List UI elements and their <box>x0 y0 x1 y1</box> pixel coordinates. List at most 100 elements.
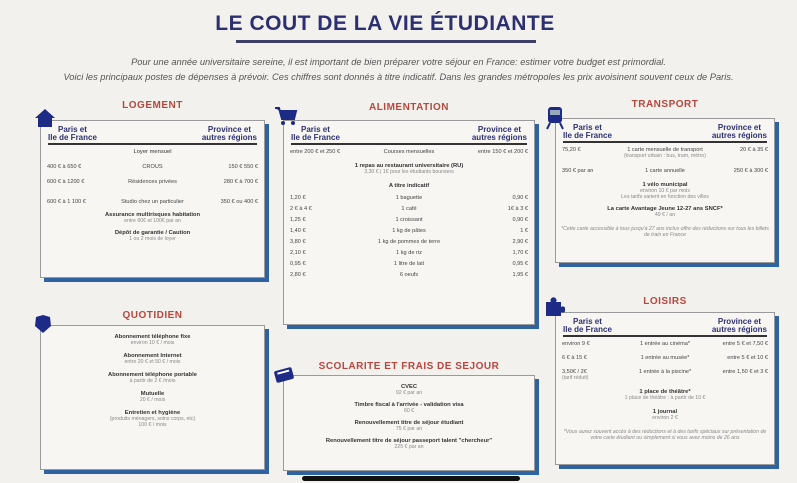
info-label: Entretien et hygiène <box>124 410 181 416</box>
price-paris: 0,95 € <box>290 261 357 267</box>
info-item: Dépôt de garantie / Caution 1 ou 2 mois d… <box>46 230 259 242</box>
info-item: CVEC 92 € par an <box>289 384 529 396</box>
price-paris-value: 350 € par an <box>562 168 594 174</box>
column-header: Paris et Ile de France Province et autres… <box>563 318 767 337</box>
price-paris-value: 3,50€ / 2€ <box>562 369 587 375</box>
puzzle-icon <box>546 297 565 316</box>
transport-panel: Paris et Ile de France Province et autres… <box>555 118 775 263</box>
price-row: 600 € à 1200 € Résidences privées 280 € à … <box>47 179 258 185</box>
info-detail: environ 2 € <box>652 415 678 421</box>
info-detail: 100 € / mois <box>138 422 167 428</box>
item-name: 1 kg de riz <box>396 250 422 256</box>
item-label: CROUS <box>106 164 199 170</box>
price-row: 600 € à 1 100 € Studio chez un particulie… <box>47 199 258 205</box>
info-item: Entretien et hygiène (produits ménagers, … <box>46 410 259 428</box>
column-header-province: Province et autres régions <box>711 123 767 140</box>
price-row: 400 € à 650 € CROUS 150 € 550 € <box>47 164 258 170</box>
item-label: 1 kg de riz <box>357 250 462 256</box>
info-item: Mutuelle 20 € / mois <box>46 391 259 403</box>
info-item: Abonnement Internet entre 20 € et 50 € / … <box>46 353 259 365</box>
info-item: La carte Avantage Jeune 12-27 ans SNCF* 4… <box>561 206 769 218</box>
price-row: 3,80 € 1 kg de pommes de terre 2,90 € <box>290 239 528 245</box>
loisirs-panel: Paris et Ile de France Province et autres… <box>555 312 775 465</box>
item-name: 1 croissant <box>395 217 423 223</box>
price-row: 2 € à 4 € 1 café 1€ à 3 € <box>290 206 528 212</box>
intro-line-1: Pour une année universitaire sereine, il… <box>131 57 666 67</box>
footnote: *Vous aurez souvent accès à des réductio… <box>563 429 767 441</box>
info-item: 1 journal environ 2 € <box>561 409 769 421</box>
item-name: Studio chez un particulier <box>121 199 184 205</box>
price-paris: 1,20 € <box>290 195 357 201</box>
price-row: environ 9 € 1 entrée au cinéma* entre 5 € … <box>562 341 768 347</box>
price-paris-value: 1,40 € <box>290 228 306 234</box>
info-label: Mutuelle <box>140 391 165 397</box>
price-province: 0,90 € <box>512 195 528 201</box>
price-province: 350 € ou 400 € <box>220 199 258 205</box>
info-label: Loyer mensuel <box>133 149 172 155</box>
price-province: entre 150 € et 200 € <box>477 149 528 155</box>
price-paris: 3,80 € <box>290 239 357 245</box>
price-province: 250 € à 300 € <box>733 168 768 174</box>
item-name: 1 café <box>401 206 417 212</box>
price-paris-value: 2 € à 4 € <box>290 206 312 212</box>
alimentation-panel: Paris et Ile de France Province et autres… <box>283 120 535 325</box>
price-province: 1€ à 3 € <box>507 206 528 212</box>
shield-icon <box>35 315 51 333</box>
column-header-province: Province et autres régions <box>201 125 257 142</box>
item-label: Studio chez un particulier <box>106 199 199 205</box>
info-detail: environ 10 € / mois <box>130 340 175 346</box>
price-province: entre 5 € et 7,50 € <box>722 341 768 347</box>
info-detail: 92 € par an <box>395 390 423 396</box>
item-label: 1 kg de pâtes <box>357 228 462 234</box>
column-header: Paris et Ile de France Province et autres… <box>48 126 257 145</box>
price-paris-value: 3,80 € <box>290 239 306 245</box>
price-paris-value: 1,20 € <box>290 195 306 201</box>
price-province: 1,95 € <box>512 272 528 278</box>
item-label: 1 entrée au musée* <box>620 355 711 361</box>
item-label: 1 entrée au cinéma* <box>620 341 711 347</box>
info-label: Abonnement téléphone fixe <box>114 334 191 340</box>
train-icon <box>546 107 564 130</box>
column-header-province: Province et autres régions <box>471 125 527 142</box>
price-paris: 600 € à 1200 € <box>47 179 106 185</box>
column-header-paris: Paris et Ile de France <box>48 125 97 142</box>
price-province: 1 € <box>520 228 528 234</box>
item-name: Courses mensuelles <box>383 149 435 155</box>
item-name: 1 carte annuelle <box>645 168 685 174</box>
column-header-paris: Paris et Ile de France <box>563 123 612 140</box>
price-row: 3,50€ / 2€ (tarif réduit) 1 entrée à la pi… <box>562 369 768 381</box>
info-detail: environ 10 € par mois <box>640 188 690 194</box>
column-header-paris: Paris et Ile de France <box>291 125 340 142</box>
item-name: 1 kg de pommes de terre <box>377 239 441 245</box>
scolarite-title: SCOLARITE ET FRAIS DE SEJOUR <box>318 361 500 372</box>
intro-line-2: Voici les principaux postes de dépenses … <box>63 72 734 82</box>
scolarite-panel: CVEC 92 € par an Timbre fiscal à l'arrivée… <box>283 375 535 471</box>
price-paris-value: 2,10 € <box>290 250 306 256</box>
alimentation-title: ALIMENTATION <box>368 102 450 113</box>
price-row: 350 € par an 1 carte annuelle 250 € à 300 … <box>562 168 768 174</box>
price-paris: 400 € à 650 € <box>47 164 106 170</box>
price-province: 20 € à 35 € <box>740 147 768 153</box>
price-paris: 2,10 € <box>290 250 357 256</box>
item-label: 1 kg de pommes de terre <box>357 239 462 245</box>
item-name: 1 kg de pâtes <box>392 228 426 234</box>
info-label: Renouvellement titre de séjour passeport… <box>325 438 493 444</box>
info-label: CVEC <box>400 384 418 390</box>
item-label: Courses mensuelles <box>357 149 462 155</box>
item-label: 1 litre de lait <box>357 261 462 267</box>
shopping-cart-icon <box>275 107 298 125</box>
price-paris-note: (tarif réduit) <box>562 375 589 381</box>
price-paris: 1,40 € <box>290 228 357 234</box>
item-name: Résidences privées <box>128 179 177 185</box>
info-label: Dépôt de garantie / Caution <box>114 230 191 236</box>
info-label: 1 journal <box>652 409 678 415</box>
price-paris-value: environ 9 € <box>562 341 590 347</box>
price-row: 6 € à 15 € 1 entrée au musée* entre 5 € et… <box>562 355 768 361</box>
info-label: 1 place de théâtre* <box>639 389 691 395</box>
item-label: 1 carte annuelle <box>620 168 711 174</box>
price-province: 150 € 550 € <box>228 164 258 170</box>
price-row: entre 200 € et 250 € Courses mensuelles en… <box>290 149 528 155</box>
info-label: 1 vélo municipal <box>642 182 688 188</box>
title-underline <box>236 40 536 43</box>
quotidien-title: QUOTIDIEN <box>122 310 183 321</box>
